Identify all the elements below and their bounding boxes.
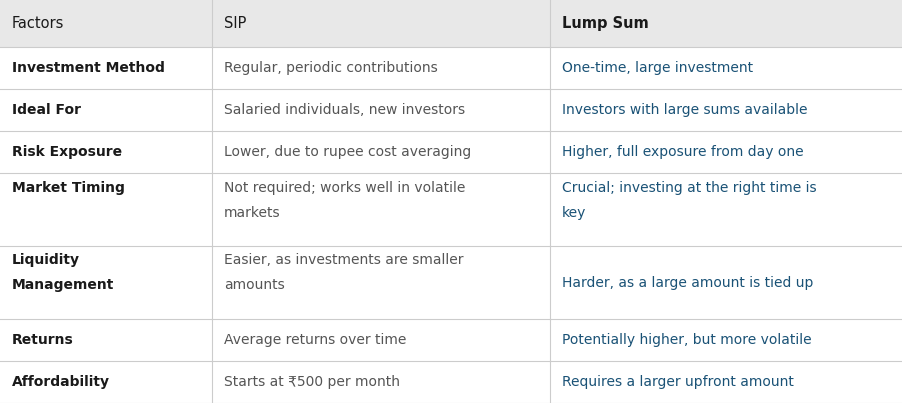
Text: Investors with large sums available: Investors with large sums available: [562, 103, 807, 117]
Text: Not required; works well in volatile
markets: Not required; works well in volatile mar…: [224, 181, 465, 220]
Text: One-time, large investment: One-time, large investment: [562, 61, 753, 75]
Text: Requires a larger upfront amount: Requires a larger upfront amount: [562, 375, 794, 389]
Text: Potentially higher, but more volatile: Potentially higher, but more volatile: [562, 333, 812, 347]
Text: Risk Exposure: Risk Exposure: [12, 145, 122, 159]
Bar: [0, 319, 902, 361]
Text: Factors: Factors: [12, 16, 64, 31]
Text: Salaried individuals, new investors: Salaried individuals, new investors: [224, 103, 465, 117]
Bar: [0, 47, 902, 89]
Text: Liquidity
Management: Liquidity Management: [12, 253, 114, 292]
Text: Harder, as a large amount is tied up: Harder, as a large amount is tied up: [562, 276, 814, 289]
Text: Average returns over time: Average returns over time: [224, 333, 406, 347]
Text: Lower, due to rupee cost averaging: Lower, due to rupee cost averaging: [224, 145, 471, 159]
Bar: [0, 361, 902, 403]
Bar: [0, 246, 902, 319]
Text: Ideal For: Ideal For: [12, 103, 80, 117]
Text: Investment Method: Investment Method: [12, 61, 164, 75]
Text: Returns: Returns: [12, 333, 73, 347]
Text: SIP: SIP: [224, 16, 246, 31]
Text: Affordability: Affordability: [12, 375, 110, 389]
Text: Crucial; investing at the right time is
key: Crucial; investing at the right time is …: [562, 181, 816, 220]
Bar: [0, 173, 902, 246]
Text: Easier, as investments are smaller
amounts: Easier, as investments are smaller amoun…: [224, 253, 464, 292]
Text: Higher, full exposure from day one: Higher, full exposure from day one: [562, 145, 804, 159]
Text: Starts at ₹500 per month: Starts at ₹500 per month: [224, 375, 400, 389]
Text: Lump Sum: Lump Sum: [562, 16, 649, 31]
Text: Regular, periodic contributions: Regular, periodic contributions: [224, 61, 437, 75]
Text: Market Timing: Market Timing: [12, 181, 124, 195]
Bar: [0, 131, 902, 173]
Bar: [0, 0, 902, 47]
Bar: [0, 89, 902, 131]
